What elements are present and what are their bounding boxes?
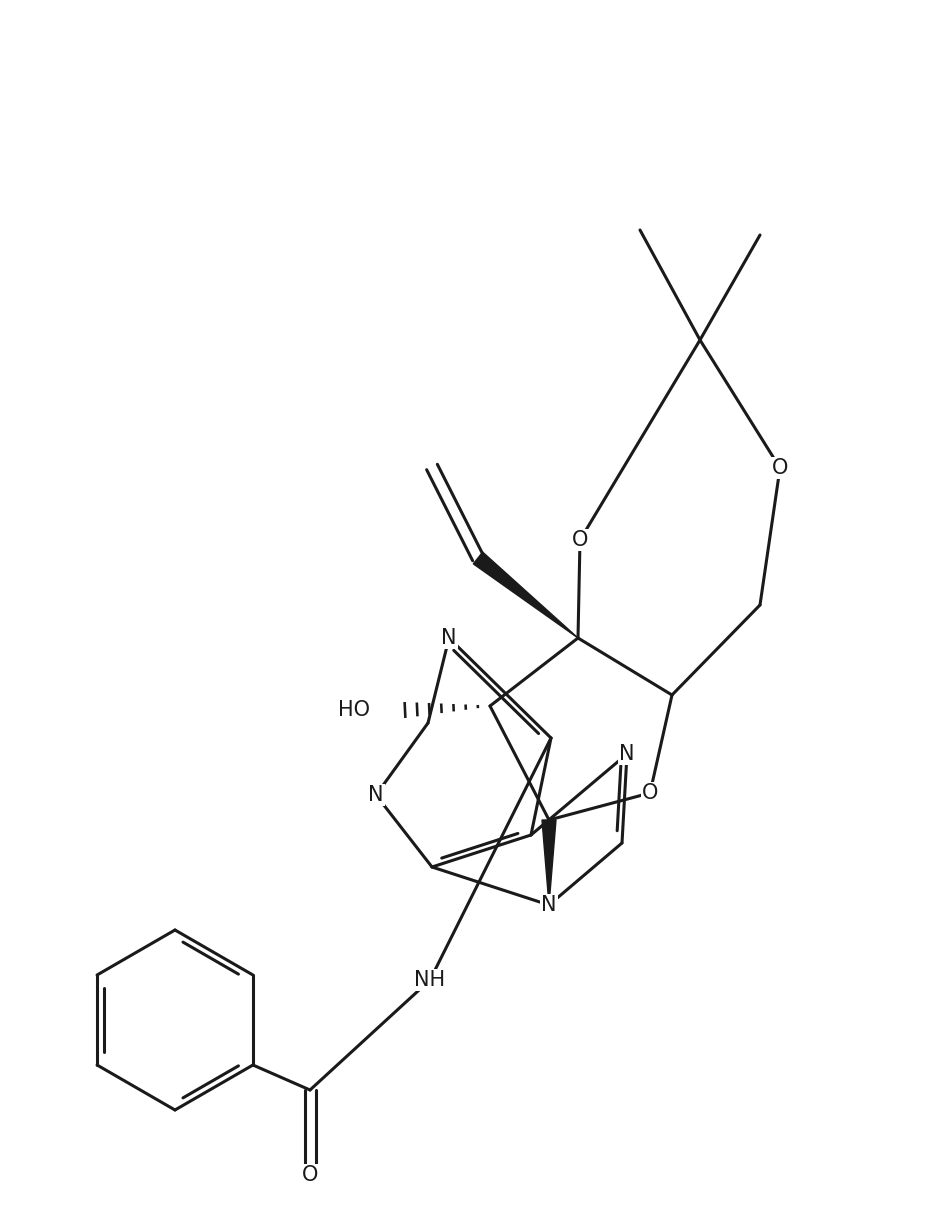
Text: NH: NH (415, 970, 445, 990)
Text: O: O (642, 783, 658, 803)
Text: N: N (368, 784, 384, 805)
Text: N: N (619, 744, 635, 764)
Text: N: N (541, 895, 556, 915)
Text: N: N (441, 628, 457, 648)
Polygon shape (542, 820, 556, 905)
Text: O: O (572, 530, 588, 551)
Text: HO: HO (338, 700, 370, 720)
Text: O: O (772, 458, 788, 477)
Text: O: O (302, 1164, 318, 1185)
Polygon shape (473, 552, 578, 638)
